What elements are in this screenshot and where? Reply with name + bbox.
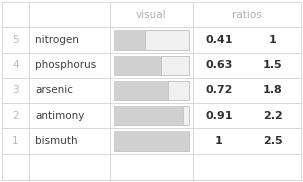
Bar xyxy=(114,131,189,151)
Text: visual: visual xyxy=(136,10,167,20)
Text: 2.2: 2.2 xyxy=(263,111,282,121)
Text: 1.5: 1.5 xyxy=(263,60,282,70)
Text: ratios: ratios xyxy=(232,10,262,20)
Text: 5: 5 xyxy=(12,35,19,45)
Text: 1: 1 xyxy=(269,35,276,45)
Text: phosphorus: phosphorus xyxy=(35,60,96,70)
Text: bismuth: bismuth xyxy=(35,136,78,146)
Text: 4: 4 xyxy=(12,60,19,70)
Bar xyxy=(114,30,189,50)
Bar xyxy=(114,30,145,50)
Bar xyxy=(114,106,182,125)
Text: 2.5: 2.5 xyxy=(263,136,282,146)
Text: 0.63: 0.63 xyxy=(205,60,232,70)
Bar xyxy=(114,56,161,75)
Text: 0.41: 0.41 xyxy=(205,35,232,45)
Text: 0.72: 0.72 xyxy=(205,86,232,96)
Bar xyxy=(114,81,189,100)
Text: antimony: antimony xyxy=(35,111,84,121)
Bar xyxy=(114,56,189,75)
Text: 2: 2 xyxy=(12,111,19,121)
Text: 3: 3 xyxy=(12,86,19,96)
Bar xyxy=(114,106,189,125)
Text: 1.8: 1.8 xyxy=(263,86,282,96)
Text: arsenic: arsenic xyxy=(35,86,73,96)
Bar xyxy=(114,131,189,151)
Text: nitrogen: nitrogen xyxy=(35,35,79,45)
Bar xyxy=(114,81,168,100)
Text: 1: 1 xyxy=(12,136,19,146)
Text: 0.91: 0.91 xyxy=(205,111,232,121)
Text: 1: 1 xyxy=(215,136,223,146)
